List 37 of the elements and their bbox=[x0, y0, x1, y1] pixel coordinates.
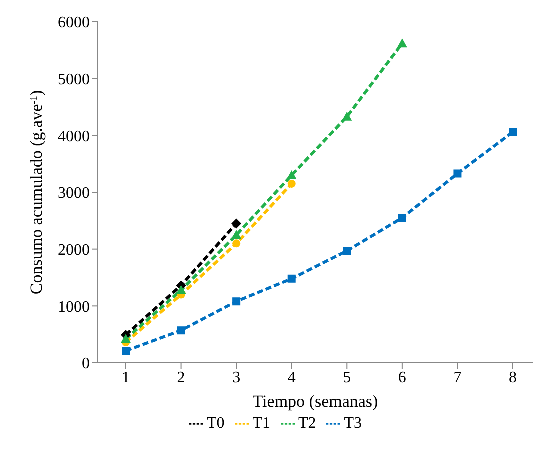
x-tick-label: 1 bbox=[122, 369, 130, 386]
point bbox=[232, 240, 241, 248]
point bbox=[454, 170, 462, 178]
point bbox=[509, 128, 517, 136]
x-axis-title: Tiempo (semanas) bbox=[252, 392, 378, 411]
point bbox=[288, 274, 296, 283]
point bbox=[286, 170, 297, 180]
x-tick-label: 4 bbox=[288, 369, 296, 386]
point bbox=[122, 347, 130, 356]
point bbox=[177, 326, 186, 335]
y-tick-label: 5000 bbox=[58, 72, 90, 89]
y-tick-label: 3000 bbox=[58, 185, 90, 202]
point bbox=[232, 298, 241, 306]
legend-label: T2 bbox=[298, 415, 316, 432]
x-tick-label: 5 bbox=[343, 369, 352, 386]
point bbox=[342, 112, 352, 121]
point bbox=[176, 285, 186, 294]
x-tick-label: 8 bbox=[509, 369, 517, 386]
x-tick-label: 3 bbox=[232, 369, 241, 386]
point bbox=[288, 180, 296, 188]
point bbox=[397, 38, 408, 48]
y-tick-label: 6000 bbox=[58, 14, 90, 32]
point bbox=[398, 214, 406, 222]
x-tick-label: 6 bbox=[398, 369, 406, 386]
point bbox=[232, 230, 242, 240]
point bbox=[232, 218, 242, 229]
x-tick-label: 2 bbox=[177, 369, 186, 386]
y-tick-label: 0 bbox=[82, 356, 90, 373]
y-tick-label: 4000 bbox=[58, 128, 90, 146]
point bbox=[121, 334, 131, 344]
legend-label: T0 bbox=[206, 415, 225, 432]
legend-label: T1 bbox=[252, 415, 270, 432]
y-tick-label: 1000 bbox=[58, 298, 90, 316]
point bbox=[343, 247, 352, 256]
x-tick-label: 7 bbox=[454, 369, 462, 386]
y-tick-label: 2000 bbox=[58, 242, 90, 260]
legend-label: T3 bbox=[344, 415, 362, 432]
